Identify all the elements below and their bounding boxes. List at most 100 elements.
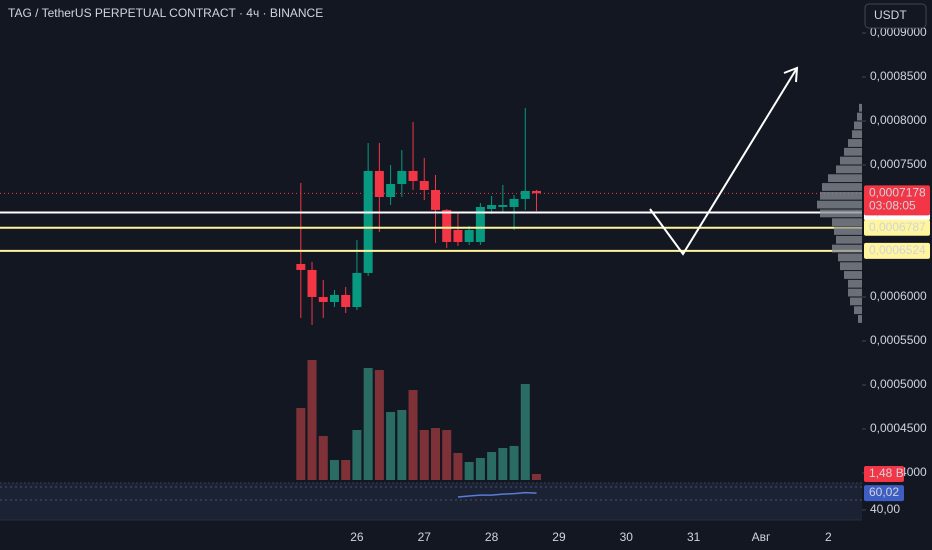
chart-title: TAG / TetherUS PERPETUAL CONTRACT · 4ч ·…: [8, 6, 323, 20]
candle-body: [341, 294, 351, 308]
volume-profile-bar: [838, 253, 862, 262]
volume-label: 1,48 B: [869, 466, 904, 480]
x-tick-label: 2: [825, 530, 832, 544]
candle-body: [453, 230, 463, 242]
volume-bar: [296, 408, 306, 480]
candle-body: [442, 209, 452, 242]
x-tick-label: 29: [552, 530, 566, 544]
volume-profile-bar: [828, 174, 862, 183]
volume-bar: [475, 457, 485, 480]
last-price-box: [864, 185, 930, 216]
x-tick-label: Авг: [752, 530, 771, 544]
candle-body: [464, 230, 474, 242]
volume-bar: [386, 412, 396, 480]
volume-bar: [352, 430, 362, 480]
volume-profile-bar: [848, 279, 862, 288]
candle-body: [520, 190, 530, 199]
drawn-arrow: [649, 67, 798, 256]
volume-bar: [464, 462, 474, 480]
level-label: 0,0006787: [869, 220, 926, 234]
volume-bar: [430, 427, 440, 480]
countdown-label: 03:08:05: [869, 198, 916, 212]
rsi-pane: [0, 483, 862, 520]
candle-body: [386, 183, 396, 198]
volume-profile-bar: [844, 147, 862, 156]
y-tick-label: 0,0005000: [870, 377, 927, 391]
volume-bar: [532, 474, 542, 480]
candle-body: [397, 170, 407, 184]
volume-profile-bar: [836, 235, 862, 244]
volume-bar: [307, 360, 317, 480]
volume-bar: [374, 370, 384, 480]
y-tick-label: 0,0007500: [870, 157, 927, 171]
y-tick-label: 0,0006000: [870, 289, 927, 303]
volume-profile-bar: [840, 262, 862, 271]
rsi-label-box: [864, 485, 904, 502]
plot: 0,0009000 0,0008500 0,0008000 0,0007500 0,00…: [0, 25, 930, 544]
candle-body: [475, 206, 485, 242]
volume-label-box: [864, 466, 904, 482]
volume-profile-bar: [820, 191, 862, 200]
volume-profile-bar: [857, 112, 862, 121]
volume-bar: [509, 445, 519, 480]
volume-bar: [487, 451, 497, 480]
candle-body: [374, 170, 384, 198]
volume-profile-bar: [820, 209, 862, 218]
volume-profile-bar: [817, 200, 862, 209]
y-tick-label: 0,0008000: [870, 113, 927, 127]
volume-bar: [453, 453, 463, 480]
candle-body: [419, 181, 429, 190]
volume-bar: [520, 384, 530, 480]
candle-body: [318, 296, 328, 302]
x-tick-label: 31: [687, 530, 701, 544]
volume-profile-bar: [854, 121, 862, 130]
volume-bar: [318, 436, 328, 480]
rsi-line: [457, 491, 537, 498]
volume-profile-bar: [854, 306, 862, 315]
candle-body: [363, 170, 373, 273]
volume-profile-bar: [848, 288, 862, 297]
candle-body: [329, 294, 339, 302]
currency-button[interactable]: [864, 3, 927, 29]
volume-bar: [341, 460, 351, 480]
currency-button-label[interactable]: USDT: [874, 8, 907, 22]
volume-profile-bar: [848, 139, 862, 147]
volume-profile-bar: [822, 183, 862, 191]
volume-profile-bar: [844, 271, 862, 279]
volume-profile-bar: [832, 244, 862, 253]
volume-profile-bar: [852, 130, 862, 139]
volume-profile-bar: [850, 297, 862, 306]
volume-profile-bar: [834, 227, 862, 235]
candle-body: [352, 272, 362, 308]
x-tick-label: 28: [485, 530, 499, 544]
y-tick-label: 0,0005500: [870, 333, 927, 347]
rsi-label: 60,02: [869, 485, 899, 499]
volume-bar: [329, 460, 339, 480]
volume-profile-bar: [859, 103, 862, 112]
level-label: 0,0006524: [869, 243, 926, 257]
volume-bar: [419, 430, 429, 480]
candle-body: [487, 205, 497, 209]
arrow-head: [783, 66, 799, 83]
volume-bar: [397, 409, 407, 480]
level-label-box: [864, 242, 930, 259]
candle-body: [408, 170, 418, 182]
volume-profile-bar: [858, 315, 862, 323]
volume-profile-bar: [840, 156, 862, 165]
volume-bar: [408, 390, 418, 480]
volume-bar: [363, 367, 373, 480]
last-price-label: 0,0007178: [869, 185, 926, 199]
candle-body: [430, 189, 440, 210]
volume-bar: [498, 448, 508, 480]
candle-body: [532, 190, 542, 194]
volume-bar: [442, 430, 452, 480]
volume-profile-bar: [832, 218, 862, 227]
candle-body: [498, 205, 508, 207]
candle-body: [509, 198, 519, 207]
x-tick-label: 27: [418, 530, 432, 544]
volume-profile-bar: [836, 165, 862, 174]
level-label-box: [864, 219, 930, 236]
y-tick-label: 0,0008500: [870, 69, 927, 83]
